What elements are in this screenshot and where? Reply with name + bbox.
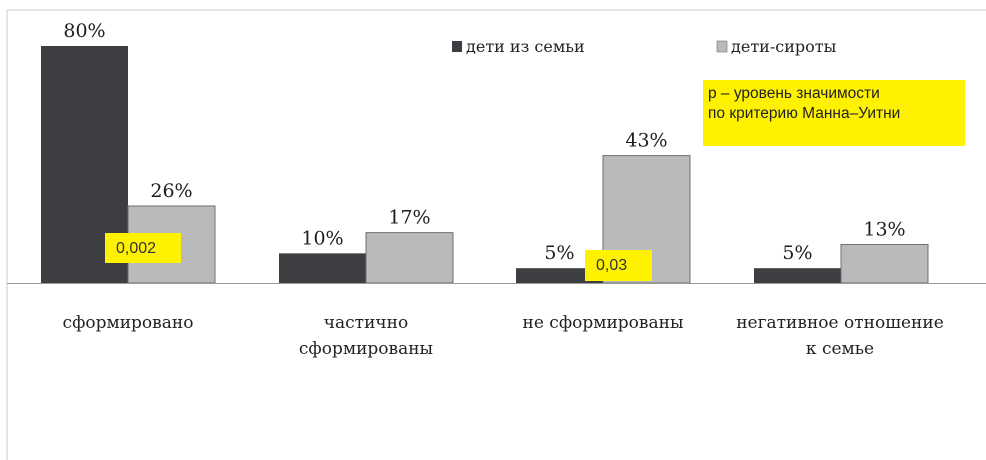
data-label-series-1-2: 10% xyxy=(301,227,343,249)
data-label-series-1-4: 5% xyxy=(782,242,812,264)
category-label-2-line-2: сформированы xyxy=(299,339,433,359)
category-label-4-line-2: к семье xyxy=(806,339,874,359)
legend-swatch-series-2 xyxy=(716,40,728,53)
bar-series-1-4 xyxy=(754,268,841,283)
p-value-badge-1: 0,002 xyxy=(105,233,181,263)
legend-label-series-2: дети-сироты xyxy=(731,37,837,56)
bar-series-1-3 xyxy=(516,268,603,283)
significance-note-line-2: по критерию Манна–Уитни xyxy=(708,105,901,122)
legend: дети из семьи дети-сироты xyxy=(452,37,837,56)
category-label-2-line-1: частично xyxy=(324,313,408,333)
category-label-4-line-1: негативное отношение xyxy=(736,313,944,333)
legend-swatch-series-1 xyxy=(452,41,462,52)
bar-series-2-2 xyxy=(365,232,454,284)
data-label-series-1-1: 80% xyxy=(63,20,105,42)
significance-note: р – уровень значимости по критерию Манна… xyxy=(703,80,965,146)
data-label-series-2-1: 26% xyxy=(150,180,192,202)
category-label-1: сформировано xyxy=(63,313,194,333)
legend-label-series-1: дети из семьи xyxy=(466,37,585,56)
data-label-series-2-2: 17% xyxy=(388,207,430,229)
bar-series-1-2 xyxy=(279,253,366,283)
bar-series-2-4 xyxy=(840,243,929,284)
data-label-series-2-3: 43% xyxy=(625,130,667,152)
p-value-badge-2: 0,03 xyxy=(585,250,652,281)
data-label-series-1-3: 5% xyxy=(544,242,574,264)
category-label-3: не сформированы xyxy=(523,313,684,333)
significance-note-line-1: р – уровень значимости xyxy=(708,85,880,102)
data-label-series-2-4: 13% xyxy=(863,218,905,240)
